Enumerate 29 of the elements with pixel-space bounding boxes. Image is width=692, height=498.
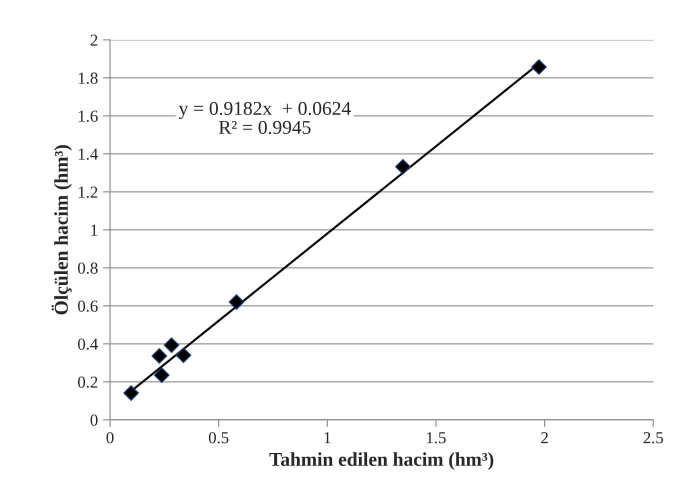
point [176,347,192,364]
x-tick-label: 2 [541,432,548,444]
x-tick-label: 2.5 [644,432,664,444]
annotation: R² = 0.9945 [218,120,311,134]
point [152,348,168,364]
y-tick-label: 1.6 [78,110,98,122]
x-tick-label: 0.5 [208,432,228,444]
y-axis-title: Ölçülen hacim (hm³) [52,145,72,314]
y-tick-label: 0.8 [78,262,98,274]
y-tick-label: 0.6 [78,300,98,312]
x-axis-title: Tahmin edilen hacim (hm³) [269,452,494,470]
point [228,294,244,310]
point [154,367,170,384]
y-tick-label: 2 [90,34,98,46]
x-tick-label: 1 [324,432,330,444]
y-tick-label: 1 [91,224,98,236]
y-tick-label: 1.2 [78,186,98,198]
y-tick-label: 0.2 [78,376,98,388]
y-tick-label: 0 [90,414,98,426]
point [123,385,139,401]
y-tick-label: 0.4 [78,338,98,350]
point [531,59,547,75]
annotation: y = 0.9182x + 0.0624 [178,102,351,119]
y-tick-label: 1.4 [78,148,98,160]
point [395,158,411,175]
x-tick-label: 0 [106,432,114,444]
y-tick-label: 1.8 [78,72,98,84]
point [164,337,180,353]
x-tick-label: 1.5 [427,432,446,444]
